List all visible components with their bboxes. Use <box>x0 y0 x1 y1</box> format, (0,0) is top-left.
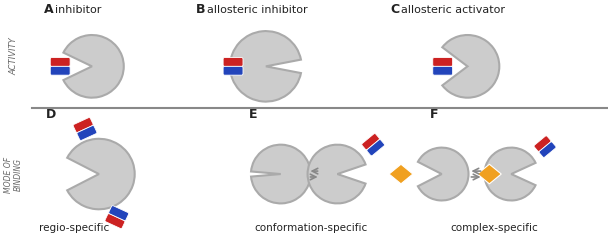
FancyBboxPatch shape <box>534 136 551 151</box>
Wedge shape <box>308 145 365 204</box>
FancyBboxPatch shape <box>77 126 97 141</box>
Text: complex-specific: complex-specific <box>451 223 538 233</box>
Text: C: C <box>390 3 399 16</box>
FancyBboxPatch shape <box>51 66 70 75</box>
FancyBboxPatch shape <box>105 214 125 229</box>
FancyBboxPatch shape <box>223 58 243 66</box>
Polygon shape <box>477 164 501 184</box>
Wedge shape <box>67 139 135 209</box>
FancyBboxPatch shape <box>433 58 452 66</box>
Text: D: D <box>46 108 57 121</box>
FancyBboxPatch shape <box>73 118 93 133</box>
FancyBboxPatch shape <box>539 142 556 158</box>
FancyBboxPatch shape <box>51 58 70 66</box>
Text: allosteric activator: allosteric activator <box>401 6 505 15</box>
Wedge shape <box>63 35 124 98</box>
Wedge shape <box>484 148 535 200</box>
Text: E: E <box>249 108 258 121</box>
Text: A: A <box>44 3 54 16</box>
Text: F: F <box>430 108 438 121</box>
FancyBboxPatch shape <box>362 134 379 150</box>
Text: conformation-specific: conformation-specific <box>254 223 367 233</box>
Wedge shape <box>418 148 468 200</box>
Text: MODE OF
BINDING: MODE OF BINDING <box>4 157 23 193</box>
Text: allosteric inhibitor: allosteric inhibitor <box>207 6 308 15</box>
Text: B: B <box>196 3 206 16</box>
FancyBboxPatch shape <box>108 206 128 221</box>
Polygon shape <box>389 164 413 184</box>
FancyBboxPatch shape <box>433 66 452 75</box>
Wedge shape <box>442 35 499 98</box>
Wedge shape <box>251 145 311 204</box>
Text: ACTIVITY: ACTIVITY <box>9 37 18 75</box>
Text: regio-specific: regio-specific <box>39 223 109 233</box>
FancyBboxPatch shape <box>367 140 384 156</box>
FancyBboxPatch shape <box>223 66 243 75</box>
Wedge shape <box>230 31 301 102</box>
Text: inhibitor: inhibitor <box>55 6 102 15</box>
